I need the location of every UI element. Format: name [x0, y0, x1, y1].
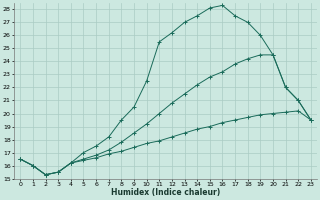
X-axis label: Humidex (Indice chaleur): Humidex (Indice chaleur) — [111, 188, 220, 197]
